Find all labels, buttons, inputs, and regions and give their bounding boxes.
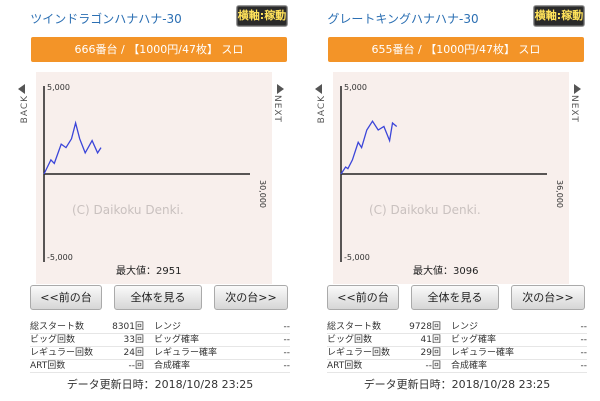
series-line xyxy=(43,120,102,175)
stat-label: レンジ xyxy=(451,322,479,332)
update-time: データ更新日時：2018/10/28 23:25 xyxy=(66,378,254,391)
axis-toggle-button[interactable]: 横軸:稼動 xyxy=(533,5,585,27)
stat-row: ビッグ回数 33回 ビッグ確率 -- xyxy=(30,334,290,347)
stat-value: -- xyxy=(283,335,291,345)
view-all-button[interactable]: 全体を見る xyxy=(411,285,499,310)
stat-value: 33回 xyxy=(123,335,144,345)
next-label[interactable]: NEXT xyxy=(272,95,282,123)
x-max-tick-label: 30,000 xyxy=(258,180,267,208)
stat-value: -- xyxy=(283,348,291,358)
machine-panel-left: ツインドラゴンハナハナ-30 横軸:稼動 666番台 / 【1000円/47枚】… xyxy=(6,0,294,401)
stat-row: ART回数 --回 合成確率 -- xyxy=(30,360,290,373)
stats-table: 総スタート数 8301回 レンジ -- ビッグ回数 33回 ビッグ確率 -- レ… xyxy=(30,321,290,373)
stat-label: ビッグ確率 xyxy=(451,335,497,345)
stat-label: レギュラー確率 xyxy=(154,348,218,358)
stat-label: 合成確率 xyxy=(154,361,191,371)
stat-label: レギュラー回数 xyxy=(30,348,94,358)
stat-label: 総スタート数 xyxy=(327,322,382,332)
prev-machine-button[interactable]: <<前の台 xyxy=(30,285,102,310)
stat-row: 総スタート数 9728回 レンジ -- xyxy=(327,321,587,334)
machine-info-bar: 655番台 / 【1000円/47枚】 スロ xyxy=(328,37,584,62)
stat-label: ビッグ回数 xyxy=(327,335,373,345)
stat-row: 総スタート数 8301回 レンジ -- xyxy=(30,321,290,334)
y-max-tick-label: 5,000 xyxy=(344,83,367,92)
view-all-button[interactable]: 全体を見る xyxy=(114,285,202,310)
stat-row: レギュラー回数 24回 レギュラー確率 -- xyxy=(30,347,290,360)
stat-value: 41回 xyxy=(420,335,441,345)
stat-value: 24回 xyxy=(123,348,144,358)
stat-label: 総スタート数 xyxy=(30,322,85,332)
nav-row: <<前の台 全体を見る 次の台>> xyxy=(327,285,585,310)
stat-label: レギュラー回数 xyxy=(327,348,391,358)
y-min-tick-label: -5,000 xyxy=(47,253,73,262)
stat-value: --回 xyxy=(425,361,442,371)
y-max-tick-label: 5,000 xyxy=(47,83,70,92)
next-arrow-icon[interactable] xyxy=(277,84,284,94)
machine-panel-right: グレートキングハナハナ-30 横軸:稼動 655番台 / 【1000円/47枚】… xyxy=(303,0,591,401)
stat-label: レギュラー確率 xyxy=(451,348,515,358)
stat-value: -- xyxy=(580,361,588,371)
stat-value: 8301回 xyxy=(112,322,144,332)
stat-label: ビッグ確率 xyxy=(154,335,200,345)
watermark: (C) Daikoku Denki. xyxy=(72,203,184,217)
stat-value: 29回 xyxy=(420,348,441,358)
payout-chart: 5,000 -5,000 36,000 (C) Daikoku Denki. 最大値：3… xyxy=(333,72,569,284)
next-label[interactable]: NEXT xyxy=(569,95,579,123)
stat-value: -- xyxy=(283,361,291,371)
back-arrow-icon[interactable] xyxy=(315,84,322,94)
prev-machine-button[interactable]: <<前の台 xyxy=(327,285,399,310)
stat-label: ビッグ回数 xyxy=(30,335,76,345)
stat-value: -- xyxy=(580,322,588,332)
payout-chart-svg: 5,000 -5,000 36,000 (C) Daikoku Denki. 最大値：3… xyxy=(340,83,564,277)
max-value-label: 最大値：3096 xyxy=(413,264,478,277)
stat-label: ART回数 xyxy=(30,361,66,371)
stat-value: -- xyxy=(283,322,291,332)
x-max-tick-label: 36,000 xyxy=(555,180,564,208)
stat-row: ビッグ回数 41回 ビッグ確率 -- xyxy=(327,334,587,347)
axis-toggle-button[interactable]: 横軸:稼動 xyxy=(236,5,288,27)
nav-row: <<前の台 全体を見る 次の台>> xyxy=(30,285,288,310)
max-value-label: 最大値：2951 xyxy=(116,264,181,277)
next-machine-button[interactable]: 次の台>> xyxy=(214,285,288,310)
stats-table: 総スタート数 9728回 レンジ -- ビッグ回数 41回 ビッグ確率 -- レ… xyxy=(327,321,587,373)
stat-value: --回 xyxy=(128,361,145,371)
series-line xyxy=(340,120,398,175)
update-time: データ更新日時：2018/10/28 23:25 xyxy=(363,378,551,391)
next-arrow-icon[interactable] xyxy=(574,84,581,94)
next-machine-button[interactable]: 次の台>> xyxy=(511,285,585,310)
stat-value: -- xyxy=(580,348,588,358)
back-label[interactable]: BACK xyxy=(20,95,30,124)
machine-name[interactable]: ツインドラゴンハナハナ-30 xyxy=(30,12,182,26)
back-arrow-icon[interactable] xyxy=(18,84,25,94)
machine-info-bar: 666番台 / 【1000円/47枚】 スロ xyxy=(31,37,287,62)
stat-row: ART回数 --回 合成確率 -- xyxy=(327,360,587,373)
y-min-tick-label: -5,000 xyxy=(344,253,370,262)
stat-value: 9728回 xyxy=(409,322,441,332)
payout-chart: 5,000 -5,000 30,000 (C) Daikoku Denki. 最大値：2… xyxy=(36,72,272,284)
payout-chart-svg: 5,000 -5,000 30,000 (C) Daikoku Denki. 最大値：2… xyxy=(43,83,267,277)
machine-name[interactable]: グレートキングハナハナ-30 xyxy=(327,12,479,26)
watermark: (C) Daikoku Denki. xyxy=(369,203,481,217)
stat-value: -- xyxy=(580,335,588,345)
back-label[interactable]: BACK xyxy=(317,95,327,124)
stat-label: 合成確率 xyxy=(451,361,488,371)
stat-label: ART回数 xyxy=(327,361,363,371)
stat-row: レギュラー回数 29回 レギュラー確率 -- xyxy=(327,347,587,360)
stat-label: レンジ xyxy=(154,322,182,332)
